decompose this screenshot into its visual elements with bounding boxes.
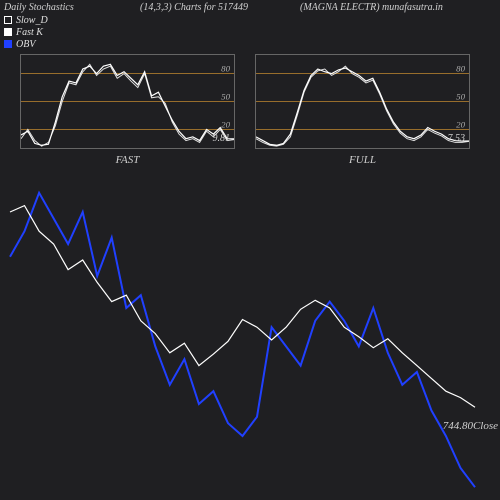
svg-text:20: 20 <box>221 119 230 129</box>
params-text: (14,3,3) Charts for 517449 <box>140 2 248 13</box>
legend-box-icon <box>4 40 12 48</box>
legend-obv: OBV <box>4 38 48 50</box>
fast-value: 9.81 <box>213 133 231 144</box>
legend-fast-k: Fast K <box>4 26 48 38</box>
svg-text:50: 50 <box>456 92 465 102</box>
legend-box-icon <box>4 16 12 24</box>
svg-text:20: 20 <box>456 119 465 129</box>
legend-label: OBV <box>16 39 35 50</box>
full-panel-svg: 20 50 80 <box>256 55 469 148</box>
fast-label: FAST <box>116 154 140 166</box>
title-text: Daily Stochastics <box>4 2 74 13</box>
svg-text:80: 80 <box>221 64 230 74</box>
stochastic-panels: 205080 9.81 FAST 205080 7.53 FULL <box>20 54 470 149</box>
fast-panel: 205080 9.81 FAST <box>20 54 235 149</box>
main-chart-svg <box>0 180 500 500</box>
full-value: 7.53 <box>448 133 466 144</box>
close-label: 744.80Close <box>443 420 498 432</box>
legend-slow-d: Slow_D <box>4 14 48 26</box>
legend-label: Fast K <box>16 27 43 38</box>
svg-text:80: 80 <box>456 64 465 74</box>
legend-label: Slow_D <box>16 15 48 26</box>
legend-box-icon <box>4 28 12 36</box>
full-label: FULL <box>349 154 376 166</box>
svg-text:50: 50 <box>221 92 230 102</box>
fast-panel-svg: 20 50 80 <box>21 55 234 148</box>
main-chart: 744.80Close <box>0 180 500 500</box>
symbol-text: (MAGNA ELECTR) munafasutra.in <box>300 2 443 13</box>
full-panel: 205080 7.53 FULL <box>255 54 470 149</box>
chart-header: Daily Stochastics (14,3,3) Charts for 51… <box>0 2 500 16</box>
legend: Slow_D Fast K OBV <box>4 14 48 50</box>
